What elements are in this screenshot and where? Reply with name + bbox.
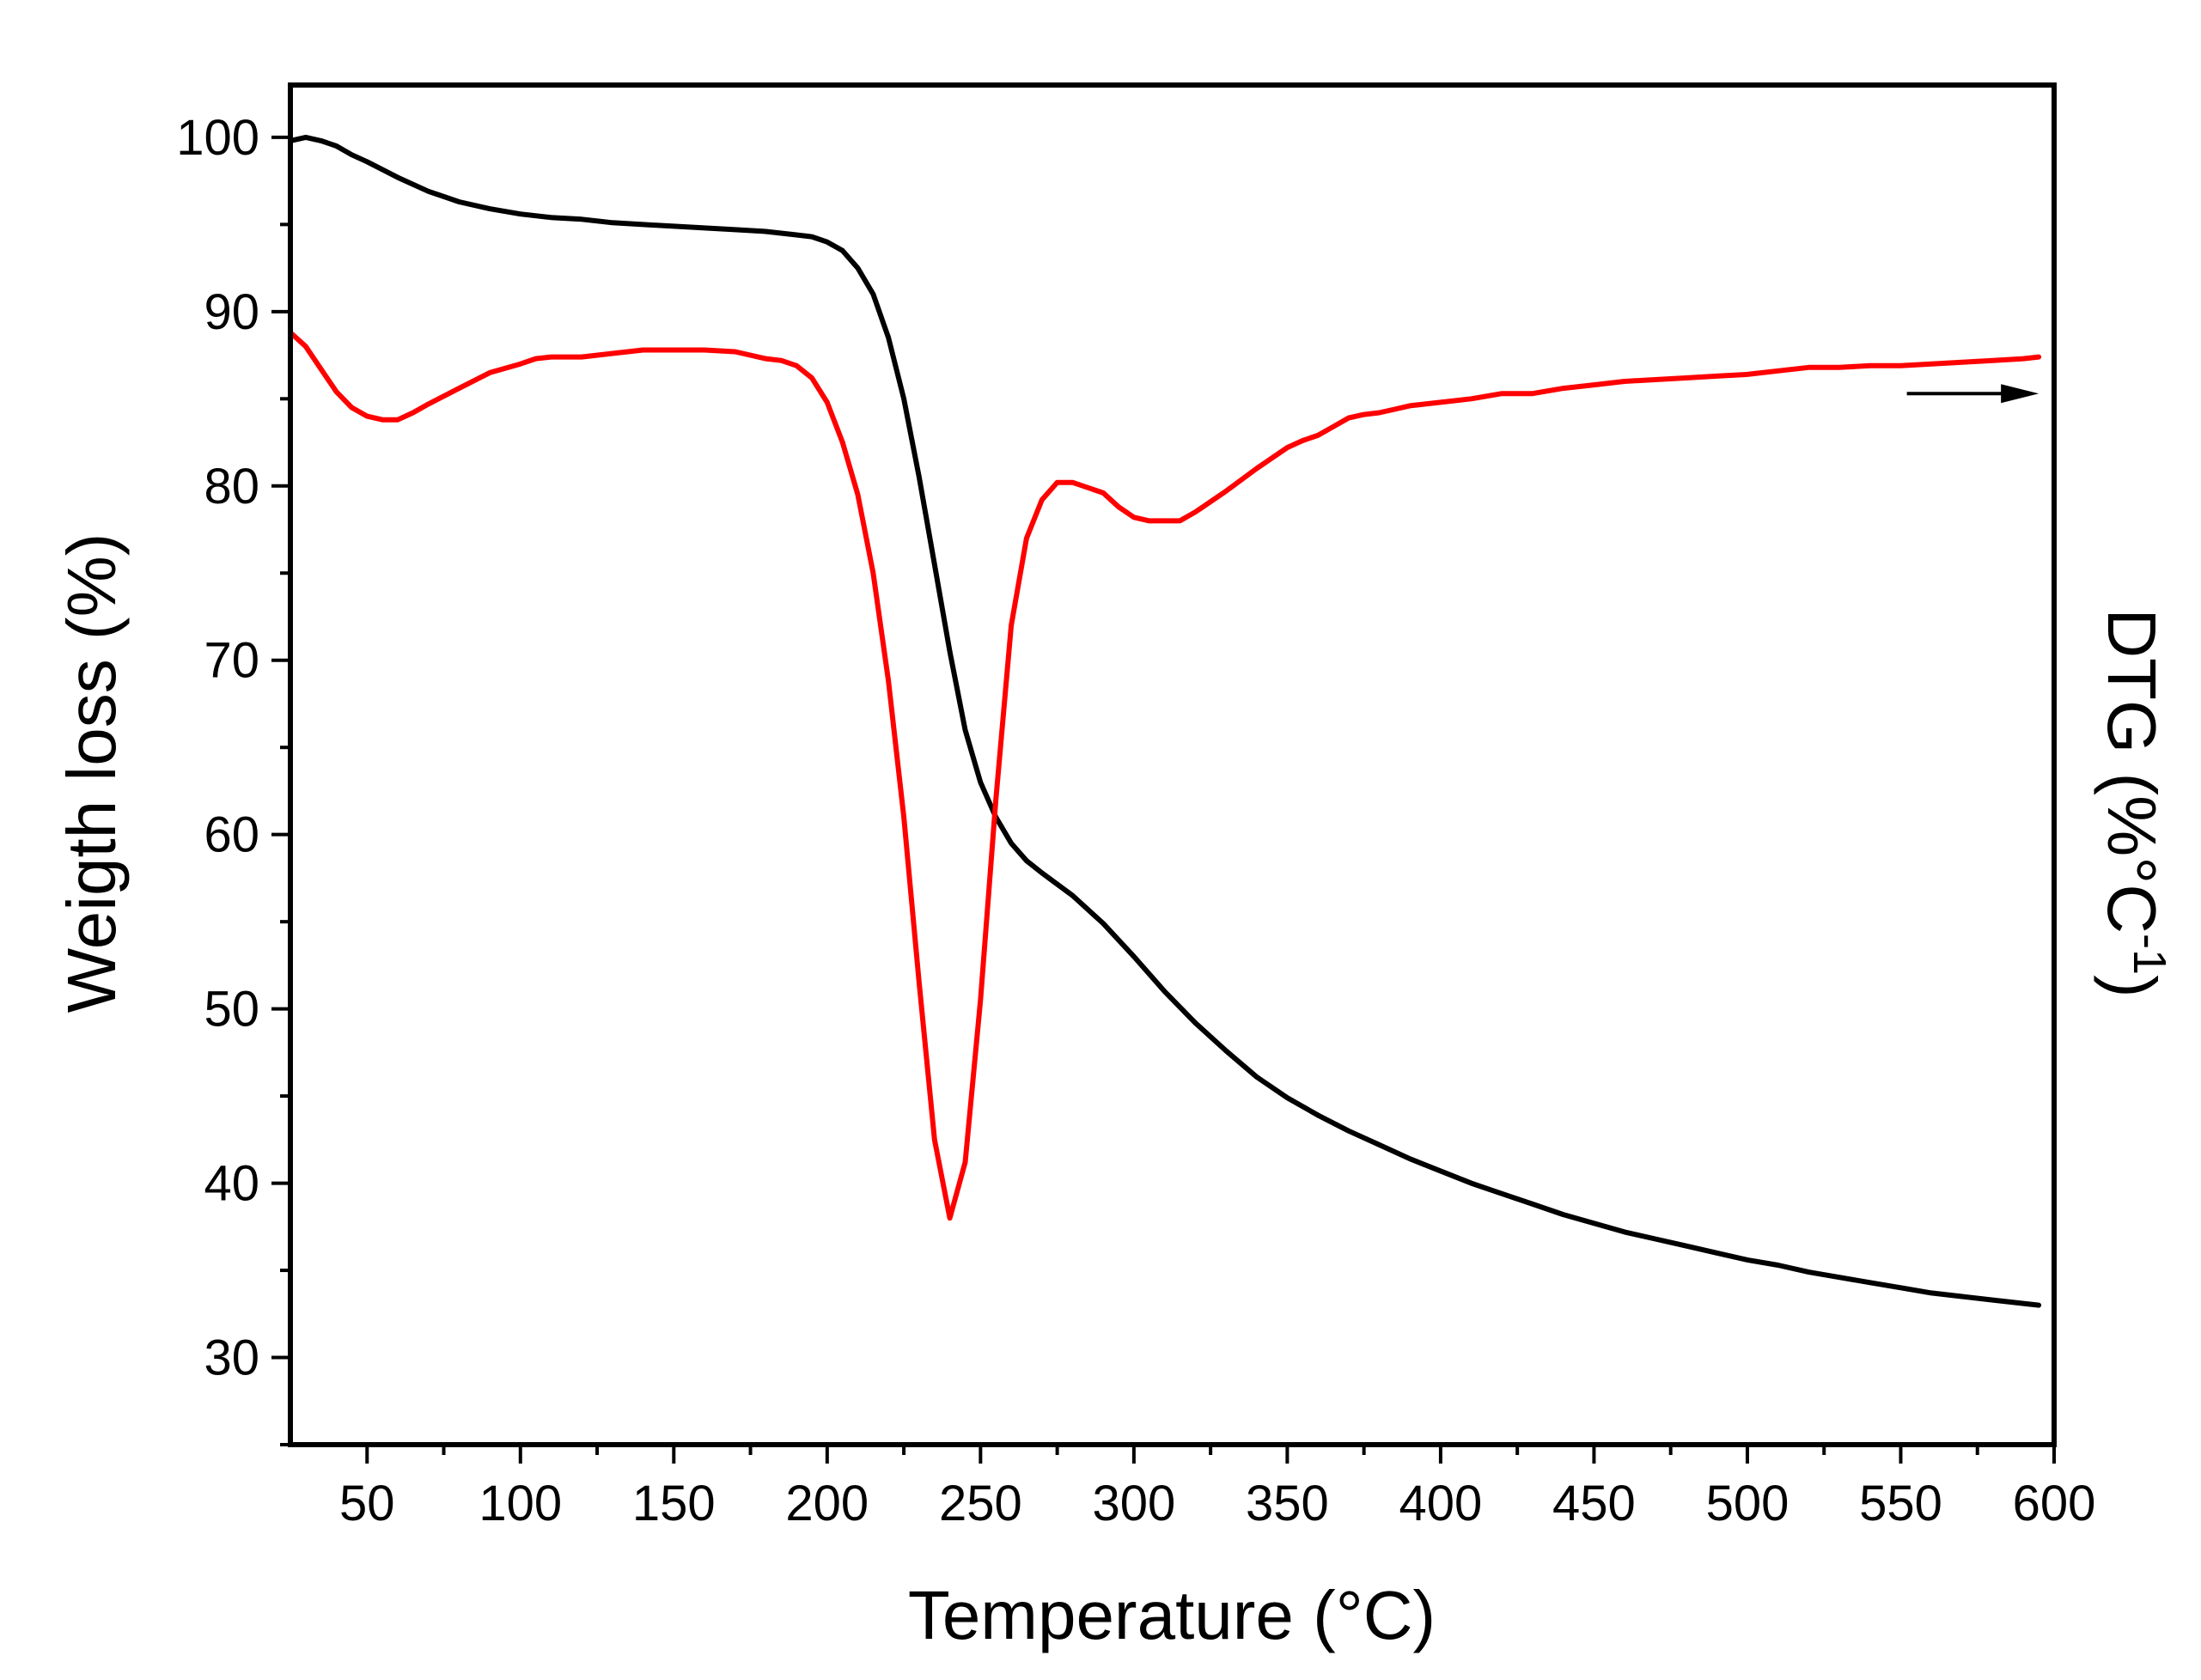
x-tick-label: 550 xyxy=(1859,1476,1942,1531)
x-tick-label: 50 xyxy=(339,1476,395,1531)
x-tick-label: 450 xyxy=(1552,1476,1636,1531)
plot-frame xyxy=(288,82,2057,1447)
y-tick-label: 80 xyxy=(204,459,259,514)
x-tick-label: 300 xyxy=(1092,1476,1175,1531)
x-tick-label: 600 xyxy=(2013,1476,2096,1531)
y-tick-label: 40 xyxy=(204,1156,259,1212)
y-tick-label: 100 xyxy=(176,110,259,166)
x-tick-label: 250 xyxy=(939,1476,1022,1531)
x-tick-label: 200 xyxy=(785,1476,869,1531)
y-axis-ticks: 30 40 50 60 70 80 90 100 xyxy=(176,110,290,1446)
annotation-arrow-head xyxy=(2001,384,2039,404)
x-axis-ticks: 50 100 150 200 250 300 350 400 450 500 550 600 xyxy=(339,1445,2095,1531)
y-tick-label: 30 xyxy=(204,1330,259,1386)
y-tick-label: 60 xyxy=(204,807,259,863)
y-tick-label: 50 xyxy=(204,982,259,1038)
x-tick-label: 150 xyxy=(632,1476,716,1531)
series-layer xyxy=(288,134,2042,1308)
annotation-layer xyxy=(1906,384,2039,404)
y-tick-label: 70 xyxy=(204,633,259,689)
series-line-weight-loss xyxy=(288,134,2042,1308)
x-tick-label: 400 xyxy=(1399,1476,1483,1531)
x-tick-label: 350 xyxy=(1246,1476,1329,1531)
y2-axis-title: DTG (%°C-1) xyxy=(2094,608,2175,997)
y-tick-label: 90 xyxy=(204,284,259,340)
x-axis-title: Temperature (°C) xyxy=(908,1577,1436,1653)
y2-axis-title-suffix: ) xyxy=(2094,975,2170,998)
x-tick-label: 500 xyxy=(1706,1476,1789,1531)
y2-axis-title-superscript: -1 xyxy=(2124,934,2175,975)
x-tick-label: 100 xyxy=(479,1476,562,1531)
series-line-dtg xyxy=(288,330,2042,1221)
y-axis-title: Weigth loss (%) xyxy=(53,533,130,1013)
y2-axis-title-prefix: DTG (%°C xyxy=(2094,608,2170,934)
